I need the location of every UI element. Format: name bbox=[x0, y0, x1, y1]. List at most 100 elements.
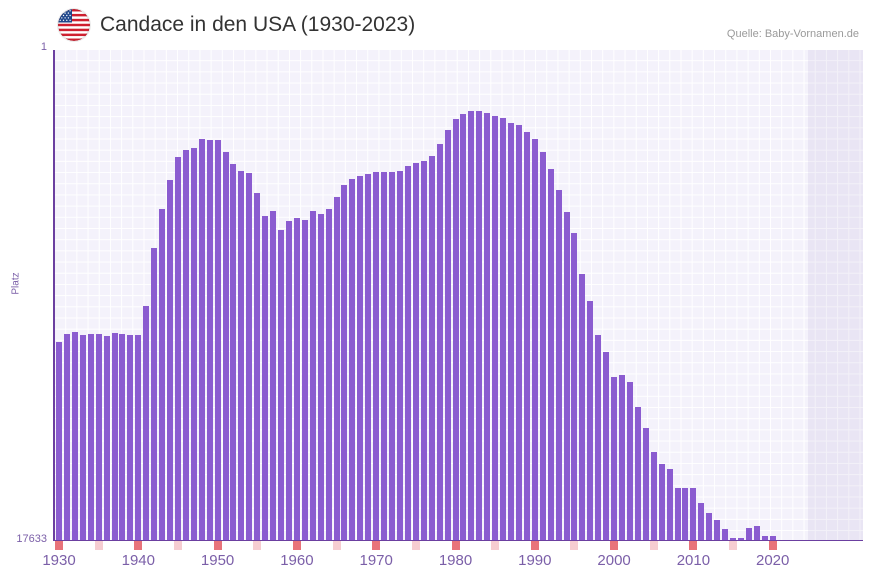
chart-bar bbox=[468, 111, 475, 540]
y-axis-line bbox=[53, 50, 55, 541]
chart-bar bbox=[658, 464, 665, 540]
x-axis-tick-mark bbox=[372, 541, 381, 550]
x-axis-tick-mark bbox=[94, 541, 103, 550]
chart-bar bbox=[381, 172, 388, 540]
us-flag-icon bbox=[58, 9, 90, 41]
chart-bar bbox=[349, 179, 356, 540]
chart-bar bbox=[309, 211, 316, 540]
chart-bar bbox=[143, 306, 150, 540]
chart-bar bbox=[333, 197, 340, 540]
chart-bar bbox=[87, 334, 94, 540]
chart-bar bbox=[698, 503, 705, 540]
chart-bar bbox=[182, 150, 189, 540]
chart-bar bbox=[508, 123, 514, 540]
chart-bar bbox=[238, 171, 245, 540]
chart-bar bbox=[745, 528, 752, 540]
chart-bar bbox=[127, 335, 134, 540]
chart-bar bbox=[547, 169, 554, 540]
chart-bar bbox=[682, 488, 689, 540]
x-axis-tick-mark bbox=[173, 541, 182, 550]
chart-bar bbox=[603, 352, 610, 540]
chart-bar bbox=[341, 185, 348, 540]
chart-bar bbox=[71, 332, 78, 540]
x-axis-tick-mark bbox=[570, 541, 579, 550]
chart-bar bbox=[389, 172, 396, 540]
chart-plot-area bbox=[55, 50, 863, 540]
chart-bar bbox=[412, 163, 419, 540]
x-axis-tick-label: 2020 bbox=[756, 552, 790, 569]
chart-bar bbox=[174, 157, 181, 540]
x-axis-tick-mark bbox=[530, 541, 539, 550]
chart-bar bbox=[396, 171, 403, 540]
chart-bar bbox=[404, 166, 411, 540]
chart-bar bbox=[690, 488, 697, 540]
chart-bar bbox=[555, 190, 562, 540]
chart-bar bbox=[230, 164, 237, 540]
x-axis-tick-mark bbox=[292, 541, 301, 550]
y-axis-title: Platz bbox=[10, 272, 22, 295]
chart-bar bbox=[159, 209, 166, 540]
chart-bar bbox=[515, 125, 522, 540]
x-axis-tick-mark bbox=[649, 541, 658, 550]
chart-bar bbox=[706, 513, 713, 540]
chart-bar bbox=[587, 301, 594, 540]
chart-bar bbox=[254, 193, 261, 540]
chart-bar bbox=[539, 152, 546, 540]
x-axis-tick-mark bbox=[55, 541, 63, 550]
chart-bar bbox=[135, 335, 142, 540]
x-axis-tick-mark bbox=[332, 541, 341, 550]
chart-bar bbox=[769, 536, 776, 540]
chart-bar bbox=[151, 248, 158, 540]
chart-bar bbox=[428, 156, 435, 540]
chart-bar bbox=[420, 161, 427, 540]
chart-bar bbox=[198, 139, 205, 540]
x-axis-tick-mark bbox=[253, 541, 262, 550]
chart-bar bbox=[492, 116, 499, 540]
chart-bar bbox=[563, 212, 570, 540]
source-label: Quelle: Baby-Vornamen.de bbox=[726, 28, 859, 40]
x-axis-tick-label: 1950 bbox=[200, 552, 235, 569]
chart-bar bbox=[79, 335, 86, 540]
chart-bar bbox=[95, 334, 102, 540]
chart-bar bbox=[714, 520, 721, 540]
chart-bar bbox=[619, 375, 626, 540]
chart-bar bbox=[444, 130, 451, 540]
x-axis-tick-label: 1970 bbox=[359, 552, 393, 569]
chart-bar bbox=[214, 140, 221, 540]
chart-bar bbox=[436, 144, 443, 540]
chart-bar bbox=[262, 216, 269, 540]
chart-bar bbox=[753, 526, 760, 540]
chart-bar bbox=[666, 469, 673, 540]
chart-bar bbox=[476, 111, 483, 540]
x-axis-tick-mark bbox=[411, 541, 420, 550]
x-axis-tick-label: 1930 bbox=[42, 552, 76, 569]
chart-bar bbox=[111, 333, 118, 540]
chart-bar bbox=[293, 218, 300, 540]
chart-bar bbox=[460, 114, 467, 540]
chart-bar bbox=[63, 334, 70, 540]
chart-bar bbox=[737, 538, 744, 540]
chart-bar bbox=[452, 119, 459, 540]
chart-bar bbox=[595, 335, 602, 540]
x-axis-tick-mark bbox=[213, 541, 222, 550]
x-axis-tick-mark bbox=[689, 541, 698, 550]
chart-bar bbox=[278, 230, 285, 540]
chart-bar bbox=[650, 452, 657, 540]
x-axis-tick-label: 1990 bbox=[518, 552, 552, 569]
y-axis-max-label: 1 bbox=[40, 41, 47, 53]
x-axis-tick-label: 1940 bbox=[121, 552, 155, 569]
x-axis-tick-label: 1980 bbox=[438, 552, 473, 569]
chart-bar bbox=[365, 174, 372, 540]
chart-bar bbox=[373, 172, 380, 540]
page-title: Candace in den USA (1930-2023) bbox=[100, 13, 416, 36]
x-axis-line bbox=[53, 539, 863, 541]
chart-bar bbox=[634, 407, 641, 540]
x-axis-tick-mark bbox=[729, 541, 738, 550]
x-axis-tick-mark bbox=[610, 541, 619, 550]
x-axis-tick-mark bbox=[134, 541, 143, 550]
chart-bar bbox=[531, 139, 538, 540]
chart-bar bbox=[722, 529, 729, 540]
x-axis-tick-label: 1960 bbox=[280, 552, 314, 569]
chart-bar bbox=[484, 113, 491, 540]
chart-bar bbox=[357, 176, 364, 540]
